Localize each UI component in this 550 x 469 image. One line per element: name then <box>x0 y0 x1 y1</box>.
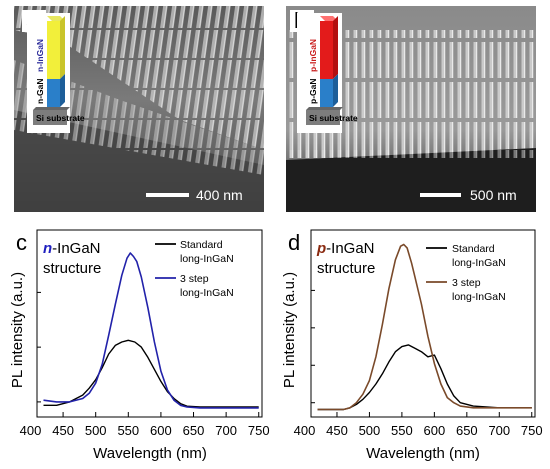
scale-bar-a <box>146 193 189 197</box>
legend-label-standard-line2-d: long-InGaN <box>452 257 506 269</box>
structure-suffix-d: -InGaN <box>326 240 374 257</box>
x-tick-label: 450 <box>52 423 74 438</box>
x-tick-label: 650 <box>456 423 478 438</box>
structure-word-c: structure <box>43 260 101 277</box>
scale-label-b: 500 nm <box>470 187 517 203</box>
series-group-d <box>317 243 532 411</box>
y-axis-label-d: PL intensity (a.u.) <box>281 272 298 388</box>
x-ticks-d: 400 450 500 550 600 650 700 750 <box>294 289 543 438</box>
inset-substrate-label-a: Si substrate <box>36 113 85 123</box>
x-ticks-c: 400 450 500 550 600 650 700 750 <box>20 291 270 438</box>
x-tick-label: 500 <box>85 423 107 438</box>
rod-ingan-layer-b <box>320 21 333 79</box>
rod-ingan-layer-a <box>47 21 60 79</box>
x-tick-label: 700 <box>488 423 510 438</box>
inset-substrate-label-b: Si substrate <box>309 113 358 123</box>
x-tick-label: 650 <box>183 423 205 438</box>
x-tick-label: 500 <box>359 423 381 438</box>
x-tick-label: 550 <box>391 423 413 438</box>
nanorod-row-a <box>14 60 264 175</box>
plot-frame-c <box>36 229 263 418</box>
legend-label-3step-line2-c: long-InGaN <box>180 287 234 299</box>
x-tick-label: 600 <box>150 423 172 438</box>
rod-gan-layer-b <box>320 79 333 107</box>
rod-top-a <box>47 16 65 21</box>
inset-top-layer-label-a: n-InGaN <box>35 39 45 72</box>
legend-c: Standard long-InGaN 3 step long-InGaN <box>155 239 234 299</box>
structure-prefix-d: p <box>316 240 326 257</box>
structure-suffix-c: -InGaN <box>52 240 100 257</box>
series-line-3step <box>317 243 532 411</box>
rod-gan-layer-a <box>47 79 60 107</box>
legend-d: Standard long-InGaN 3 step long-InGaN <box>426 243 506 303</box>
rod-top-b <box>320 16 338 21</box>
inset-top-layer-label-b: p-InGaN <box>308 39 318 72</box>
panel-b: b Si substrate p-InGaN p-GaN 500 nm <box>286 6 536 212</box>
chart-panel-c: c 400 450 500 550 600 650 700 750 n-InGaN struc… <box>9 229 270 462</box>
structure-word-d: structure <box>317 260 375 277</box>
legend-label-standard-line1-c: Standard <box>180 239 223 251</box>
scale-bar-b <box>420 193 461 197</box>
legend-label-standard-line1-d: Standard <box>452 243 495 255</box>
x-tick-label: 550 <box>117 423 139 438</box>
x-tick-label: 600 <box>424 423 446 438</box>
panel-letter-d: d <box>288 230 300 255</box>
plot-frame-d <box>310 229 536 418</box>
x-tick-label: 750 <box>248 423 270 438</box>
chart-panel-d: d 400 450 500 550 600 650 700 750 p-InGaN struc… <box>281 229 543 462</box>
structure-label-d: p-InGaN <box>316 240 375 257</box>
structure-prefix-c: n <box>43 240 52 257</box>
x-axis-label-c: Wavelength (nm) <box>93 445 207 462</box>
series-line-3step <box>43 252 259 409</box>
structure-label-c: n-InGaN <box>43 240 101 257</box>
x-tick-label: 750 <box>521 423 543 438</box>
legend-label-standard-line2-c: long-InGaN <box>180 253 234 265</box>
legend-label-3step-line1-c: 3 step <box>180 273 209 285</box>
x-tick-label: 450 <box>326 423 348 438</box>
scale-label-a: 400 nm <box>196 187 243 203</box>
inset-bottom-layer-label-b: p-GaN <box>308 79 318 105</box>
x-axis-label-d: Wavelength (nm) <box>366 445 480 462</box>
y-axis-label-c: PL intensity (a.u.) <box>9 272 26 388</box>
inset-schematic-b: Si substrate p-InGaN p-GaN <box>297 13 358 133</box>
nanorod-texture-a <box>14 6 264 150</box>
series-group-c <box>43 252 259 409</box>
series-line-standard <box>317 344 532 411</box>
x-tick-label: 400 <box>20 423 42 438</box>
panel-letter-c: c <box>16 230 27 255</box>
legend-label-3step-line2-d: long-InGaN <box>452 291 506 303</box>
inset-substrate-a <box>33 110 67 125</box>
x-tick-label: 700 <box>215 423 237 438</box>
legend-label-3step-line1-d: 3 step <box>452 277 481 289</box>
x-tick-label: 400 <box>294 423 316 438</box>
panel-a: a Si substrate n-InGaN n-GaN 400 nm <box>14 6 264 212</box>
substrate-region-b <box>286 148 536 212</box>
inset-substrate-b <box>306 110 340 125</box>
series-line-standard <box>43 339 259 408</box>
inset-schematic-a: Si substrate n-InGaN n-GaN <box>27 13 85 133</box>
inset-bottom-layer-label-a: n-GaN <box>35 79 45 105</box>
